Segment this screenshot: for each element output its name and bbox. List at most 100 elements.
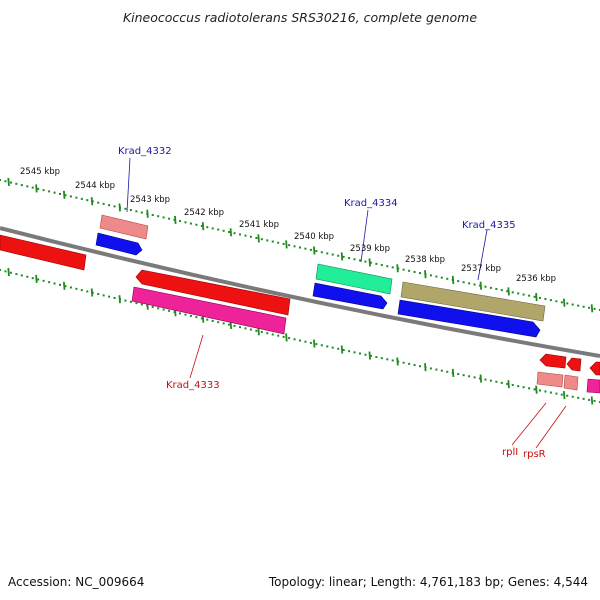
lower-scale-dot bbox=[555, 392, 558, 395]
upper-scale-tick bbox=[35, 184, 38, 193]
lower-scale-dot bbox=[304, 340, 307, 343]
lower-scale-dot bbox=[500, 381, 503, 384]
upper-scale-dot bbox=[375, 262, 378, 265]
genome-backbone bbox=[0, 226, 600, 358]
gene-krad-4334-teal[interactable] bbox=[315, 263, 393, 295]
upper-scale-dot bbox=[473, 283, 476, 286]
leader-rpll bbox=[511, 402, 547, 446]
lower-scale-dot bbox=[9, 271, 12, 274]
upper-scale-dot bbox=[26, 185, 29, 188]
gene-left-red[interactable] bbox=[0, 234, 87, 271]
scale-label-2540: 2540 kbp bbox=[294, 232, 334, 242]
upper-scale-tick bbox=[90, 197, 94, 206]
upper-scale-dot bbox=[582, 305, 585, 308]
upper-scale-dot bbox=[391, 266, 394, 269]
lower-scale-dot bbox=[320, 344, 323, 347]
gene-rpll-pink[interactable] bbox=[536, 371, 564, 388]
upper-scale-tick bbox=[424, 270, 427, 279]
lower-scale-dot bbox=[260, 331, 263, 334]
lower-scale-dot bbox=[440, 369, 443, 372]
upper-scale-tick bbox=[201, 222, 205, 231]
lower-scale-dot bbox=[419, 365, 421, 368]
upper-scale-dot bbox=[588, 306, 591, 309]
upper-scale-dot bbox=[239, 233, 241, 236]
gene-krad-4332-blue[interactable] bbox=[95, 232, 143, 256]
lower-scale-dot bbox=[517, 385, 520, 388]
lower-scale-dot bbox=[522, 386, 525, 389]
lower-scale-dot bbox=[571, 395, 574, 398]
label-krad-4332: Krad_4332 bbox=[118, 146, 172, 157]
topology-summary: Topology: linear; Length: 4,761,183 bp; … bbox=[268, 575, 588, 589]
lower-scale-dot bbox=[48, 281, 51, 284]
lower-scale-dot bbox=[0, 269, 1, 271]
upper-scale-dot bbox=[260, 238, 263, 241]
lower-scale-tick bbox=[368, 351, 371, 360]
lower-scale-dot bbox=[189, 314, 192, 317]
lower-scale-dot bbox=[435, 368, 438, 371]
lower-scale-dot bbox=[533, 388, 536, 391]
gene-krad-4333-magenta[interactable] bbox=[131, 286, 287, 335]
gene-krad-4335-olive[interactable] bbox=[400, 281, 546, 322]
lower-scale-dot bbox=[184, 313, 187, 316]
gene-rpsr-pink[interactable] bbox=[563, 374, 579, 391]
lower-scale-tick bbox=[62, 281, 66, 290]
lower-scale-tick bbox=[118, 295, 121, 304]
lower-scale-dot bbox=[315, 343, 318, 346]
leader-krad-4332 bbox=[126, 157, 131, 213]
upper-scale-tick bbox=[285, 240, 288, 249]
gene-krad-4335-blue[interactable] bbox=[397, 299, 541, 338]
label-rpsr: rpsR bbox=[523, 449, 546, 460]
upper-scale-tick bbox=[451, 275, 455, 285]
upper-scale-dot bbox=[179, 220, 181, 223]
upper-scale-dot bbox=[53, 191, 56, 194]
upper-scale-dot bbox=[200, 224, 203, 227]
upper-scale-dot bbox=[566, 302, 569, 305]
gene-krad-4334-blue[interactable] bbox=[312, 282, 388, 310]
lower-scale-dot bbox=[64, 285, 67, 288]
lower-scale-dot bbox=[566, 394, 569, 397]
upper-scale-dot bbox=[157, 215, 160, 218]
gene-rpll-red[interactable] bbox=[539, 353, 567, 369]
upper-scale-dot bbox=[544, 298, 547, 301]
gene-edge-magenta[interactable] bbox=[586, 378, 600, 394]
lower-scale-dot bbox=[69, 286, 72, 289]
upper-scale-dot bbox=[359, 259, 361, 262]
upper-scale-dot bbox=[217, 228, 220, 231]
lower-scale-dot bbox=[544, 390, 547, 393]
gene-krad-4333-red[interactable] bbox=[135, 269, 291, 316]
gene-krad-4332-pink[interactable] bbox=[99, 214, 149, 240]
lower-scale-dot bbox=[364, 353, 367, 356]
gene-rpsr-red[interactable] bbox=[566, 357, 582, 372]
lower-scale-dot bbox=[179, 312, 181, 315]
upper-scale-dot bbox=[228, 230, 231, 233]
upper-scale-dot bbox=[446, 277, 449, 280]
upper-scale-dot bbox=[293, 245, 296, 248]
upper-scale-dot bbox=[560, 301, 563, 304]
upper-scale-dot bbox=[528, 294, 531, 297]
upper-scale-dot bbox=[342, 255, 345, 258]
lower-scale-dot bbox=[462, 374, 465, 377]
upper-scale-tick bbox=[340, 252, 344, 261]
lower-scale-dot bbox=[26, 275, 29, 278]
upper-scale-dot bbox=[429, 274, 432, 277]
upper-scale-dot bbox=[255, 236, 258, 239]
upper-scale-dot bbox=[353, 258, 356, 261]
lower-scale-dot bbox=[108, 295, 111, 298]
upper-scale-dot bbox=[500, 289, 503, 292]
upper-scale-tick bbox=[174, 215, 177, 225]
upper-scale-dot bbox=[419, 272, 421, 275]
gene-edge-red[interactable] bbox=[589, 361, 600, 376]
lower-scale-dot bbox=[20, 274, 23, 277]
lower-scale-dot bbox=[380, 357, 383, 360]
upper-scale-tick bbox=[507, 287, 510, 296]
upper-scale-tick bbox=[312, 246, 316, 255]
scale-label-2542: 2542 kbp bbox=[184, 208, 224, 218]
lower-scale-tick bbox=[562, 391, 566, 400]
accession-text: Accession: NC_009664 bbox=[8, 575, 145, 589]
lower-scale-dot bbox=[309, 341, 312, 344]
upper-scale-dot bbox=[31, 186, 34, 189]
lower-scale-dot bbox=[429, 367, 432, 370]
upper-scale-dot bbox=[522, 293, 525, 296]
lower-scale-dot bbox=[577, 396, 580, 399]
scale-label-2543: 2543 kbp bbox=[130, 195, 170, 205]
